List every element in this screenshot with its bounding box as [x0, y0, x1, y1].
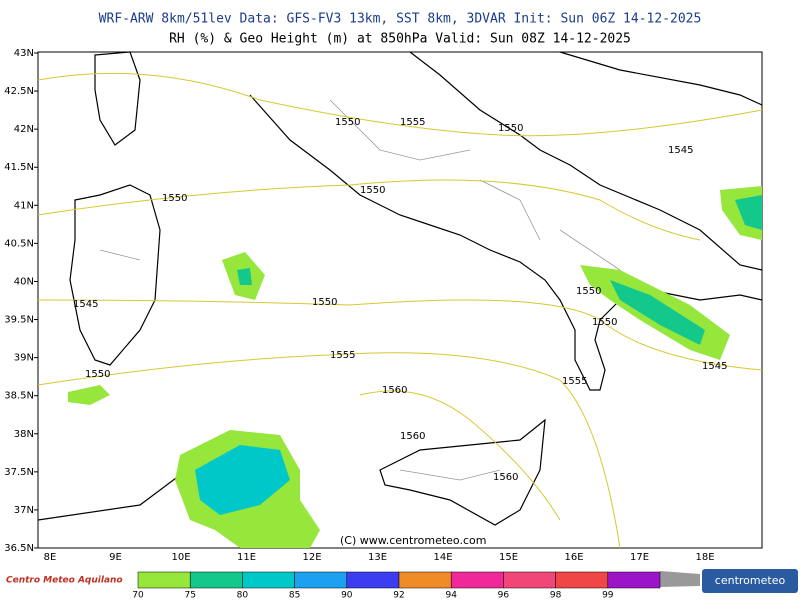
scale-segment: [503, 571, 556, 589]
contour-label: 1555: [330, 350, 355, 361]
contour-label: 1555: [562, 376, 587, 387]
scale-label: 70: [132, 591, 144, 601]
scale-segment: [294, 571, 348, 589]
scale-label: 75: [184, 591, 195, 601]
lat-label: 37.5N: [4, 467, 34, 478]
header-line1: WRF-ARW 8km/51lev Data: GFS-FV3 13km, SS…: [99, 12, 702, 27]
scale-segment: [189, 571, 243, 589]
scale-segment: [398, 571, 452, 589]
lon-label: 9E: [109, 552, 122, 563]
contour-label: 1545: [702, 361, 727, 372]
color-scale: 70 75 80 85 90 92 94 96 98 99: [132, 571, 700, 601]
lon-label: 14E: [433, 552, 452, 563]
scale-segment: [346, 571, 400, 589]
contour-label: 1550: [576, 286, 601, 297]
lat-label: 42N: [14, 124, 34, 135]
scale-label: 80: [237, 591, 249, 601]
lon-label: 17E: [630, 552, 649, 563]
scale-label: 99: [602, 591, 614, 601]
contour-label: 1560: [493, 472, 518, 483]
height-contours: [37, 72, 763, 549]
right-logo: centrometeo: [715, 574, 786, 587]
contour-label: 1550: [85, 369, 110, 380]
scale-label: 85: [289, 591, 300, 601]
lat-label: 40N: [14, 276, 34, 287]
contour-label: 1555: [400, 117, 425, 128]
lat-label: 40.5N: [4, 238, 34, 249]
contour-label: 1550: [162, 193, 187, 204]
scale-label: 98: [550, 591, 562, 601]
scale-label: 96: [498, 591, 510, 601]
scale-arrow: [660, 571, 700, 587]
lat-label: 43N: [14, 48, 34, 59]
contour-label: 1550: [312, 297, 337, 308]
scale-segment: [450, 571, 504, 589]
lon-label: 8E: [44, 552, 57, 563]
left-logo: Centro Meteo Aquilano: [6, 576, 123, 586]
lat-label: 39.5N: [4, 315, 34, 326]
lon-label: 11E: [237, 552, 256, 563]
lon-label: 16E: [564, 552, 583, 563]
lat-label: 37N: [14, 505, 34, 516]
lat-label: 41N: [14, 200, 34, 211]
contour-label: 1550: [360, 185, 385, 196]
scale-segment: [242, 571, 295, 589]
contour-label: 1545: [668, 145, 693, 156]
lat-label: 38.5N: [4, 391, 34, 402]
scale-segment: [555, 571, 609, 589]
lon-label: 15E: [499, 552, 518, 563]
lat-label: 42.5N: [4, 86, 34, 97]
lon-label: 18E: [695, 552, 714, 563]
scale-label: 94: [445, 591, 457, 601]
copyright: (C) www.centrometeo.com: [340, 534, 486, 547]
lon-label: 10E: [171, 552, 190, 563]
lat-label: 41.5N: [4, 162, 34, 173]
contour-label: 1560: [382, 385, 407, 396]
scale-segment: [607, 571, 661, 589]
lon-label: 12E: [302, 552, 321, 563]
lon-label: 13E: [368, 552, 387, 563]
contour-label: 1550: [592, 317, 617, 328]
scale-label: 90: [341, 591, 353, 601]
header-line2: RH (%) & Geo Height (m) at 850hPa Valid:…: [169, 32, 631, 47]
contour-label: 1560: [400, 431, 425, 442]
contour-label: 1550: [335, 117, 360, 128]
scale-label: 92: [393, 591, 404, 601]
lat-label: 39N: [14, 353, 34, 364]
lat-label: 38N: [14, 429, 34, 440]
rh-shading: [68, 186, 762, 548]
contour-label: 1550: [498, 123, 523, 134]
lat-label: 36.5N: [4, 543, 34, 554]
scale-segment: [137, 571, 191, 589]
right-logo-box: [702, 569, 798, 593]
contour-label: 1545: [73, 299, 98, 310]
